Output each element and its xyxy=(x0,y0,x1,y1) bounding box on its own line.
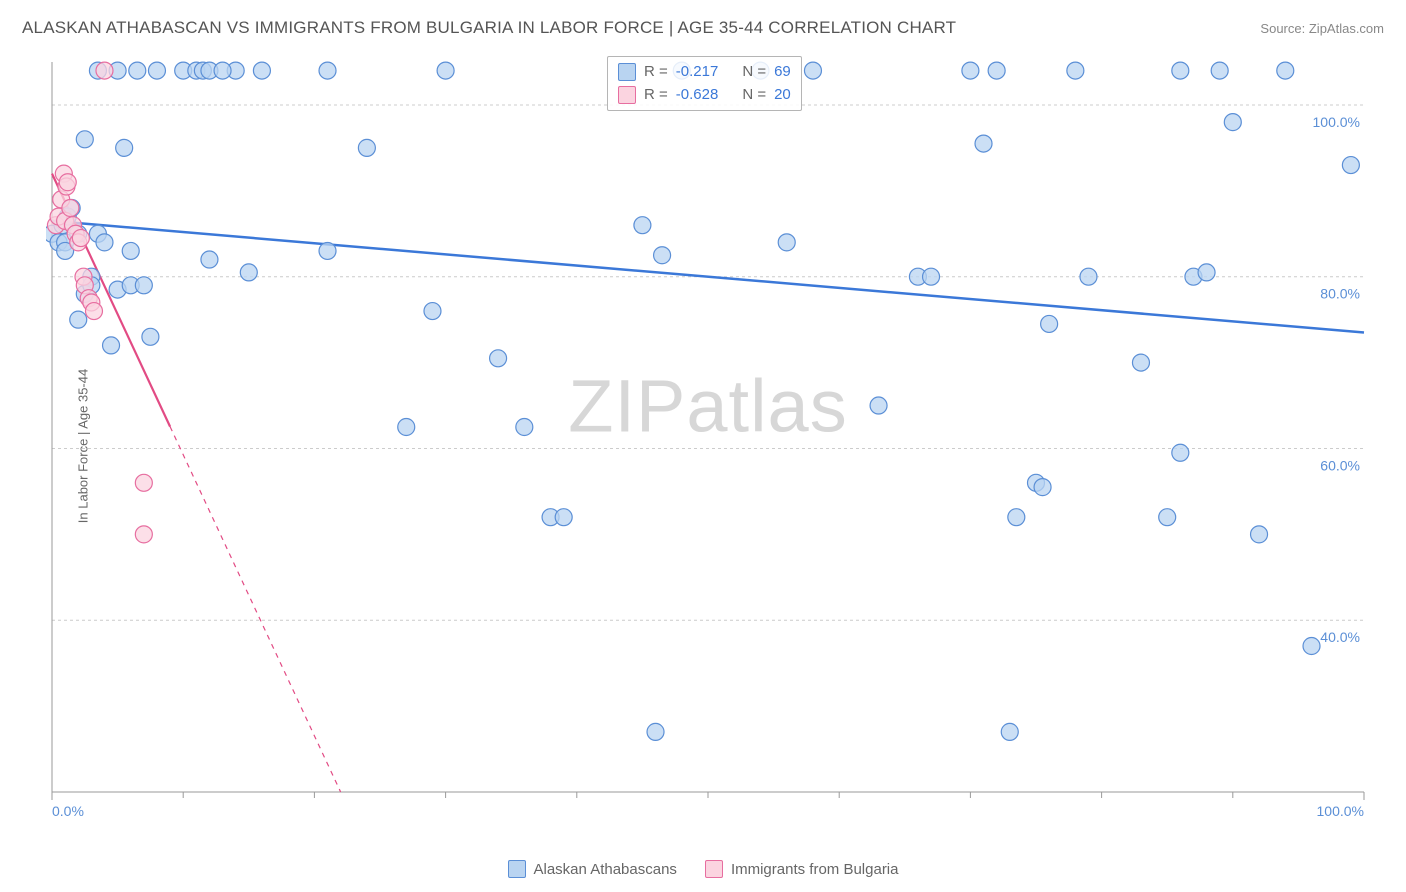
x-tick-label: 100.0% xyxy=(1317,803,1364,819)
stats-row-blue: R = -0.217 N = 69 xyxy=(618,61,791,84)
stat-n-label: N = xyxy=(742,61,766,84)
data-point xyxy=(424,303,441,320)
data-point xyxy=(1132,354,1149,371)
data-point xyxy=(555,509,572,526)
data-point xyxy=(1198,264,1215,281)
data-point xyxy=(1008,509,1025,526)
stat-r-value-blue: -0.217 xyxy=(676,61,719,84)
data-point xyxy=(240,264,257,281)
data-point xyxy=(72,230,89,247)
data-point xyxy=(398,419,415,436)
data-point xyxy=(116,139,133,156)
stat-r-label: R = xyxy=(644,84,668,107)
data-point xyxy=(490,350,507,367)
data-point xyxy=(975,135,992,152)
data-point xyxy=(148,62,165,79)
data-point xyxy=(1041,315,1058,332)
watermark: ZIPatlas xyxy=(568,364,847,447)
data-point xyxy=(96,234,113,251)
data-point xyxy=(437,62,454,79)
data-point xyxy=(516,419,533,436)
data-point xyxy=(1034,479,1051,496)
legend-item-pink: Immigrants from Bulgaria xyxy=(705,860,899,878)
data-point xyxy=(319,242,336,259)
chart-title: ALASKAN ATHABASCAN VS IMMIGRANTS FROM BU… xyxy=(22,18,956,38)
data-point xyxy=(142,328,159,345)
data-point xyxy=(135,277,152,294)
legend-item-blue: Alaskan Athabascans xyxy=(508,860,677,878)
stat-n-value-blue: 69 xyxy=(774,61,791,84)
data-point xyxy=(1224,114,1241,131)
data-point xyxy=(1277,62,1294,79)
swatch-pink-icon xyxy=(618,86,636,104)
data-point xyxy=(135,474,152,491)
trendline-immigrants_bulgaria-extrap xyxy=(170,427,341,792)
data-point xyxy=(962,62,979,79)
data-point xyxy=(358,139,375,156)
header-row: ALASKAN ATHABASCAN VS IMMIGRANTS FROM BU… xyxy=(22,18,1384,38)
data-point xyxy=(1342,157,1359,174)
data-point xyxy=(1211,62,1228,79)
data-point xyxy=(1172,444,1189,461)
data-point xyxy=(319,62,336,79)
y-tick-label: 40.0% xyxy=(1320,629,1360,645)
y-tick-label: 80.0% xyxy=(1320,286,1360,302)
data-point xyxy=(70,311,87,328)
data-point xyxy=(1080,268,1097,285)
stat-n-value-pink: 20 xyxy=(774,84,791,107)
data-point xyxy=(1001,723,1018,740)
data-point xyxy=(59,174,76,191)
data-point xyxy=(214,62,231,79)
data-point xyxy=(870,397,887,414)
data-point xyxy=(1159,509,1176,526)
data-point xyxy=(201,251,218,268)
data-point xyxy=(129,62,146,79)
data-point xyxy=(1067,62,1084,79)
data-point xyxy=(988,62,1005,79)
stat-r-label: R = xyxy=(644,61,668,84)
data-point xyxy=(62,200,79,217)
data-point xyxy=(778,234,795,251)
legend-label-blue: Alaskan Athabascans xyxy=(534,861,677,878)
data-point xyxy=(804,62,821,79)
source-link[interactable]: ZipAtlas.com xyxy=(1309,21,1384,36)
source-label: Source: xyxy=(1260,21,1305,36)
data-point xyxy=(122,242,139,259)
stats-row-pink: R = -0.628 N = 20 xyxy=(618,84,791,107)
data-point xyxy=(647,723,664,740)
plot-area: ZIPatlas0.0%100.0%40.0%60.0%80.0%100.0% … xyxy=(46,52,1386,832)
y-tick-label: 60.0% xyxy=(1320,457,1360,473)
data-point xyxy=(923,268,940,285)
scatter-chart: ZIPatlas 0.0% 100.0% 40.0% 60.0% 80.0% 100.0% xyxy=(46,52,1386,832)
data-point xyxy=(85,303,102,320)
data-point xyxy=(654,247,671,264)
stat-n-label: N = xyxy=(742,84,766,107)
swatch-pink-icon xyxy=(705,860,723,878)
legend-label-pink: Immigrants from Bulgaria xyxy=(731,861,899,878)
stat-r-value-pink: -0.628 xyxy=(676,84,719,107)
data-point xyxy=(1172,62,1189,79)
swatch-blue-icon xyxy=(618,63,636,81)
y-tick-label: 100.0% xyxy=(1313,114,1360,130)
data-point xyxy=(76,131,93,148)
data-point xyxy=(634,217,651,234)
stats-legend-box: R = -0.217 N = 69 R = -0.628 N = 20 xyxy=(607,56,802,111)
source-attribution: Source: ZipAtlas.com xyxy=(1260,21,1384,36)
data-point xyxy=(103,337,120,354)
data-point xyxy=(135,526,152,543)
x-tick-label: 0.0% xyxy=(52,803,84,819)
swatch-blue-icon xyxy=(508,860,526,878)
bottom-legend: Alaskan Athabascans Immigrants from Bulg… xyxy=(0,860,1406,878)
data-point xyxy=(96,62,113,79)
data-point xyxy=(1251,526,1268,543)
data-point xyxy=(253,62,270,79)
data-point xyxy=(1303,638,1320,655)
